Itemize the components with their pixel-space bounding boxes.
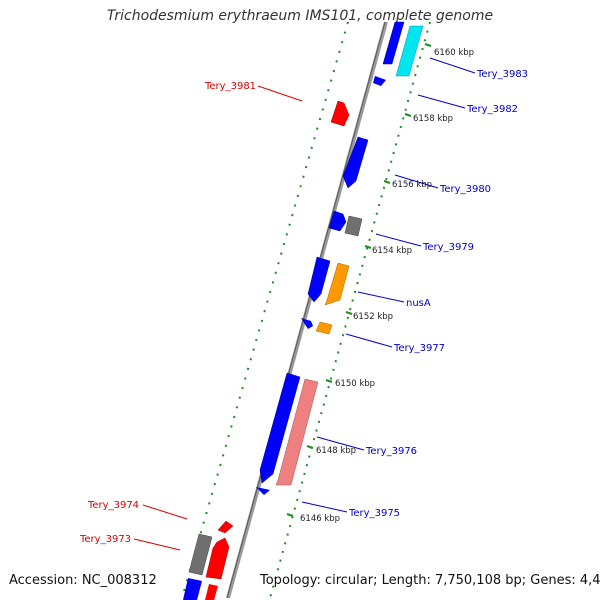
cds-feature[interactable]: [307, 256, 331, 303]
cds-feature[interactable]: [328, 210, 347, 232]
scale-label: 6150 kbp: [335, 379, 375, 389]
cds-feature[interactable]: [256, 487, 270, 495]
genome-summary: Topology: circular; Length: 7,750,108 bp…: [260, 573, 600, 588]
map-title: Trichodesmium erythraeum IMS101, complet…: [106, 8, 494, 24]
cds-feature[interactable]: [382, 21, 405, 65]
gene-label[interactable]: Tery_3977: [393, 343, 445, 354]
inner-tick-track: [269, 21, 431, 599]
scale-label: 6154 kbp: [372, 246, 412, 256]
gene-label[interactable]: Tery_3976: [365, 446, 417, 457]
cds-feature[interactable]: [188, 533, 213, 576]
genome-backbone: [226, 21, 388, 599]
gene-label[interactable]: Tery_3973: [79, 534, 131, 545]
cds-feature[interactable]: [217, 520, 234, 534]
cds-feature[interactable]: [330, 100, 350, 127]
gene-label[interactable]: Tery_3974: [87, 500, 139, 511]
cds-feature[interactable]: [315, 321, 333, 335]
cds-feature[interactable]: [324, 262, 350, 306]
cds-feature[interactable]: [344, 215, 363, 237]
gene-label[interactable]: Tery_3981: [204, 81, 256, 92]
cds-feature[interactable]: [395, 25, 424, 77]
gene-label[interactable]: Tery_3980: [439, 184, 491, 195]
scale-label: 6146 kbp: [300, 514, 340, 524]
gene-features: [183, 21, 424, 600]
cds-feature[interactable]: [205, 584, 218, 600]
outer-tick-track: [181, 21, 349, 599]
cds-feature[interactable]: [342, 136, 369, 189]
scale-label: 6160 kbp: [434, 48, 474, 58]
gene-label[interactable]: Tery_3982: [466, 104, 518, 115]
gene-label[interactable]: Tery_3983: [476, 69, 528, 80]
major-ticks: [286, 43, 432, 517]
leader-lines: [133, 57, 476, 551]
scale-label: 6158 kbp: [413, 114, 453, 124]
cds-feature[interactable]: [205, 537, 230, 580]
cds-feature[interactable]: [183, 578, 202, 600]
scale-label: 6156 kbp: [392, 180, 432, 190]
accession-text: Accession: NC_008312: [9, 573, 157, 588]
cds-feature[interactable]: [373, 76, 386, 86]
gene-label[interactable]: Tery_3975: [348, 508, 400, 519]
scale-label: 6148 kbp: [316, 446, 356, 456]
gene-label[interactable]: nusA: [406, 298, 431, 309]
cds-feature[interactable]: [301, 318, 313, 329]
cds-feature[interactable]: [275, 378, 319, 486]
gene-label[interactable]: Tery_3979: [422, 242, 474, 253]
scale-label: 6152 kbp: [353, 312, 393, 322]
cds-feature[interactable]: [259, 372, 301, 484]
